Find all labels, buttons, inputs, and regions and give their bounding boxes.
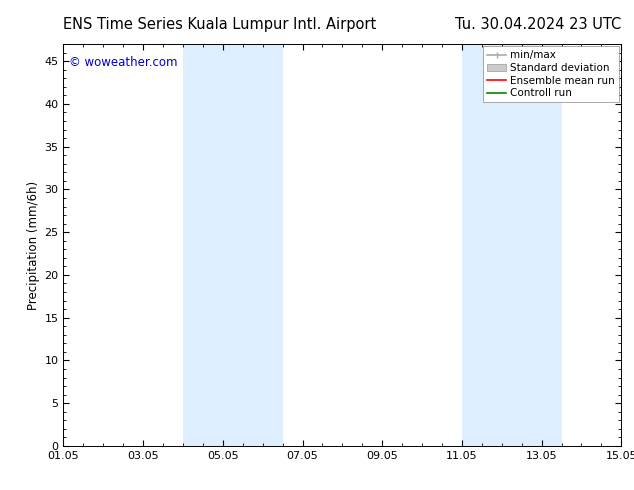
Text: Tu. 30.04.2024 23 UTC: Tu. 30.04.2024 23 UTC xyxy=(455,17,621,32)
Text: ENS Time Series Kuala Lumpur Intl. Airport: ENS Time Series Kuala Lumpur Intl. Airpo… xyxy=(63,17,377,32)
Text: © woweather.com: © woweather.com xyxy=(69,56,178,69)
Legend: min/max, Standard deviation, Ensemble mean run, Controll run: min/max, Standard deviation, Ensemble me… xyxy=(483,46,619,102)
Bar xyxy=(183,44,283,446)
Y-axis label: Precipitation (mm/6h): Precipitation (mm/6h) xyxy=(27,180,40,310)
Bar xyxy=(462,44,562,446)
